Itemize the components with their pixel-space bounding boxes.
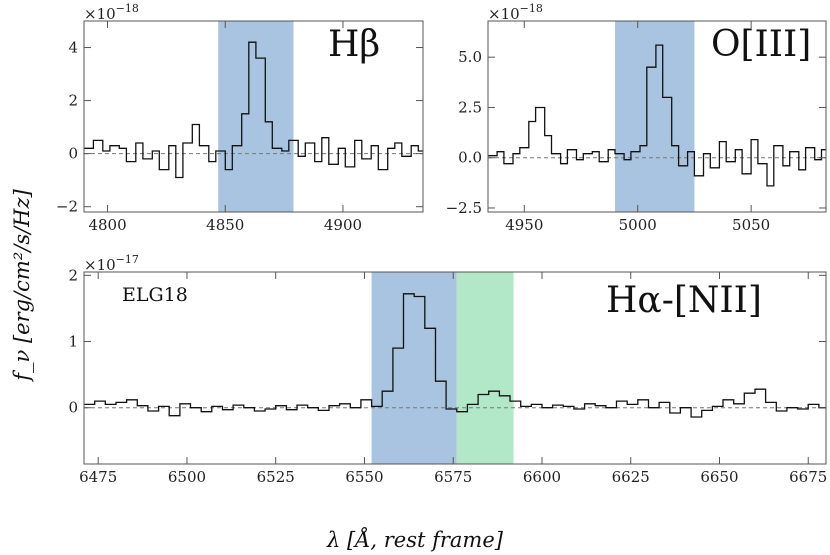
- shaded-window-halpha-0: [371, 272, 457, 464]
- multiplier-hbeta: ×10−18: [84, 2, 139, 23]
- axes-frame-oiii: [487, 20, 827, 213]
- shaded-window-halpha-1: [456, 272, 514, 464]
- spectrum-line-oiii: [488, 44, 826, 187]
- axes-frame-halpha: [83, 271, 827, 465]
- axes-frame-hbeta: [83, 20, 424, 213]
- label-object: ELG18: [122, 284, 188, 306]
- panel-hbeta: 4800 4850 4900 −2 0 2 4: [56, 20, 424, 234]
- panel-oiii: 4950 5000 5050 −2.5 0.0 2.5 5.0: [446, 20, 827, 234]
- multiplier-oiii: ×10−18: [488, 2, 543, 23]
- x-tick-label: 4900: [324, 216, 362, 234]
- y-tick-label: 0: [68, 145, 78, 163]
- spectrum-line-halpha: [84, 293, 826, 418]
- x-axis-title: λ [Å, rest frame]: [326, 527, 504, 552]
- x-tick-label: 6525: [257, 468, 295, 486]
- y-axis-title: f_ν [erg/cm²/s/Hz]: [10, 188, 34, 382]
- y-tick-label: 4: [68, 39, 78, 57]
- panel-halpha: 6475 6500 6525 6550 6575 6600 6625 6650 6675 0 1 2: [68, 266, 827, 486]
- x-tick-label: 6550: [345, 468, 383, 486]
- y-tick-label: 2: [68, 92, 78, 110]
- x-tick-label: 6475: [79, 468, 117, 486]
- x-tick-label: 5000: [619, 216, 657, 234]
- x-tick-label: 6650: [700, 468, 738, 486]
- x-tick-label: 6675: [789, 468, 827, 486]
- x-tick-label: 4850: [206, 216, 244, 234]
- y-tick-label: −2.5: [446, 199, 482, 217]
- y-tick-label: 0: [68, 399, 78, 417]
- y-tick-label: −2: [56, 198, 78, 216]
- x-tick-label: 4800: [88, 216, 126, 234]
- label-hbeta: Hβ: [328, 24, 380, 65]
- label-oiii: O[III]: [711, 24, 811, 65]
- x-tick-label: 5050: [732, 216, 770, 234]
- x-tick-label: 6500: [168, 468, 206, 486]
- y-tick-label: 2: [68, 266, 78, 284]
- label-halpha: Hα-[NII]: [606, 280, 762, 321]
- shaded-window-oiii-0: [615, 21, 695, 212]
- x-tick-label: 6600: [523, 468, 561, 486]
- x-tick-label: 6575: [434, 468, 472, 486]
- y-tick-label: 0.0: [458, 149, 482, 167]
- x-tick-label: 6625: [612, 468, 650, 486]
- spectrum-line-hbeta: [84, 41, 423, 179]
- y-tick-label: 1: [68, 333, 78, 351]
- y-tick-label: 5.0: [458, 48, 482, 66]
- multiplier-halpha: ×10−17: [84, 253, 139, 274]
- y-tick-label: 2.5: [458, 98, 482, 116]
- x-tick-label: 4950: [505, 216, 543, 234]
